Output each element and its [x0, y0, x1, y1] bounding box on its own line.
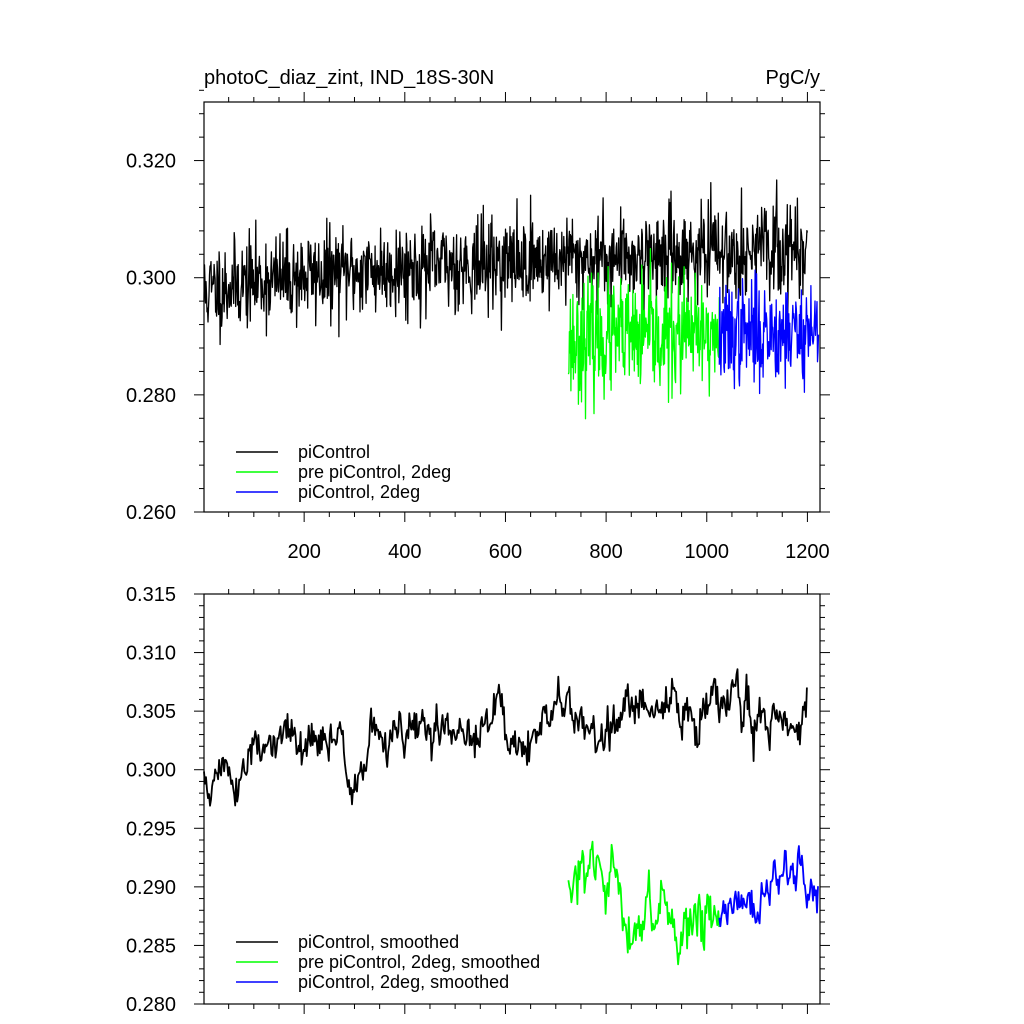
legend-label: pre piControl, 2deg, smoothed	[298, 952, 540, 972]
y-tick-label: 0.305	[126, 701, 176, 723]
top-panel-title: photoC_diaz_zint, IND_18S-30N	[204, 67, 494, 89]
y-tick-label: 0.315	[126, 584, 176, 606]
x-tick-label: 200	[287, 541, 320, 563]
x-tick-label: 1000	[685, 541, 730, 563]
x-tick-label: 600	[489, 541, 522, 563]
legend-label: piControl	[298, 442, 370, 462]
top-panel: photoC_diaz_zint, IND_18S-30N PgC/y 200 4…	[126, 67, 830, 563]
series-line-bottom-2	[718, 845, 819, 928]
series-line-bottom-0	[203, 668, 808, 807]
legend-label: piControl, 2deg	[298, 482, 420, 502]
series-line-top-0	[203, 179, 809, 346]
x-tick-label: 400	[388, 541, 421, 563]
bottom-axis-layer: 0.280 0.285 0.290 0.295 0.300 0.305 0.310 0.315	[126, 584, 830, 1016]
x-tick-label: 1200	[785, 541, 830, 563]
top-panel-units: PgC/y	[766, 67, 820, 89]
plot-frame	[203, 101, 821, 513]
y-tick-label: 0.320	[126, 151, 176, 173]
y-tick-label: 0.300	[126, 268, 176, 290]
y-tick-label: 0.295	[126, 818, 176, 840]
y-tick-label: 0.310	[126, 643, 176, 665]
top-axis-layer: 200 400 600 800 1000 1200 0.260 0.280 0.300 0.320	[126, 89, 830, 563]
series-line-top-1	[567, 247, 720, 420]
legend-label: piControl, smoothed	[298, 932, 459, 952]
y-tick-label: 0.300	[126, 760, 176, 782]
x-tick-label: 800	[589, 541, 622, 563]
y-tick-label: 0.260	[126, 502, 176, 524]
y-tick-label: 0.280	[126, 385, 176, 407]
series-line-top-2	[718, 269, 820, 395]
bottom-series-layer	[203, 668, 819, 966]
bottom-panel: 0.280 0.285 0.290 0.295 0.300 0.305 0.310 0.315…	[126, 584, 830, 1016]
plot-frame	[203, 593, 821, 1005]
top-series-layer	[203, 179, 820, 420]
legend-label: piControl, 2deg, smoothed	[298, 972, 509, 992]
y-tick-label: 0.290	[126, 877, 176, 899]
legend-label: pre piControl, 2deg	[298, 462, 451, 482]
series-line-bottom-1	[567, 840, 721, 966]
y-tick-label: 0.280	[126, 994, 176, 1016]
y-tick-label: 0.285	[126, 935, 176, 957]
